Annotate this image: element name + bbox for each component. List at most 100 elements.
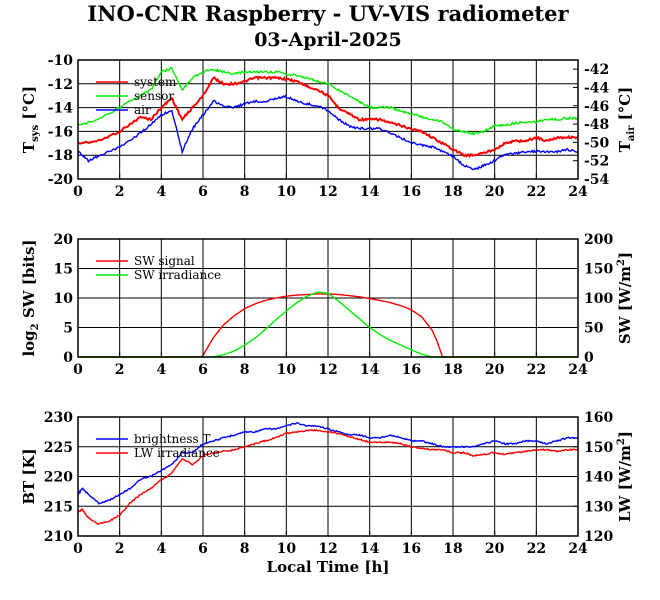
y-left-tick-label: 230: [44, 410, 73, 426]
y-left-tick-label: 215: [44, 499, 73, 515]
y-left-tick-label: 0: [63, 350, 73, 366]
x-tick-label: 10: [277, 184, 297, 200]
x-tick-label: 0: [73, 541, 83, 557]
y-right-tick-label: 130: [584, 499, 613, 515]
y-right-axis-label: Tair [°C]: [616, 87, 637, 153]
x-tick-label: 16: [402, 541, 421, 557]
x-tick-label: 2: [115, 362, 125, 378]
y-right-tick-label: -52: [584, 154, 609, 170]
x-tick-label: 8: [240, 541, 250, 557]
y-right-tick-label: 0: [584, 350, 594, 366]
y-right-axis-label: SW [W/m2]: [616, 252, 634, 344]
legend-label: SW signal: [134, 254, 195, 268]
y-left-tick-label: -10: [48, 53, 74, 69]
y-right-tick-label: 100: [584, 291, 613, 307]
y-left-axis-label: log2 SW [bits]: [20, 239, 41, 356]
x-tick-label: 14: [360, 184, 380, 200]
x-tick-label: 2: [115, 541, 125, 557]
x-tick-label: 14: [360, 541, 380, 557]
y-left-tick-label: -20: [48, 172, 74, 188]
legend-label: SW irradiance: [134, 268, 221, 282]
legend-label: system: [134, 75, 177, 89]
series-line-sw-irradiance: [78, 291, 578, 358]
figure-title: INO-CNR Raspberry - UV-VIS radiometer: [87, 1, 569, 26]
legend-label: air: [134, 103, 151, 117]
x-tick-label: 22: [527, 362, 546, 378]
x-tick-label: 6: [198, 362, 208, 378]
y-right-tick-label: 50: [584, 321, 604, 337]
x-tick-label: 18: [443, 541, 462, 557]
panel-shortwave: 0 2 4 6 8 10 12 14 16 18 20 22 242015105020015010050…: [20, 232, 634, 378]
x-tick-label: 6: [198, 184, 208, 200]
y-left-tick-label: 10: [54, 291, 74, 307]
series-line-sw-signal: [78, 293, 578, 358]
x-axis-label: Local Time [h]: [267, 558, 390, 576]
x-tick-label: 24: [568, 362, 588, 378]
x-tick-label: 10: [277, 362, 297, 378]
y-right-tick-label: -54: [584, 172, 610, 188]
y-left-tick-label: 20: [54, 232, 74, 248]
x-tick-label: 4: [156, 541, 166, 557]
x-tick-label: 20: [485, 362, 505, 378]
y-right-tick-label: -48: [584, 117, 609, 133]
panel-temperature: 0 2 4 6 8 10 12 14 16 18 20 22 24-10-12-14-16-18-20-…: [20, 53, 637, 200]
y-right-tick-label: 150: [584, 440, 613, 456]
y-right-tick-label: -44: [584, 80, 610, 96]
chart-panels: 0 2 4 6 8 10 12 14 16 18 20 22 24-10-12-14-16-18-20-…: [20, 53, 637, 576]
x-tick-label: 22: [527, 541, 546, 557]
y-left-tick-label: -16: [48, 124, 73, 140]
y-left-tick-label: -18: [48, 148, 73, 164]
y-right-tick-label: 200: [584, 232, 613, 248]
x-tick-label: 14: [360, 362, 380, 378]
y-right-tick-label: 140: [584, 470, 613, 486]
x-tick-label: 2: [115, 184, 125, 200]
y-right-tick-label: 150: [584, 262, 613, 278]
series-line-air: [77, 94, 579, 171]
y-right-tick-label: -42: [584, 62, 609, 78]
x-tick-label: 8: [240, 362, 250, 378]
series-line-sensor: [77, 66, 579, 136]
y-right-tick-label: -50: [584, 135, 610, 151]
x-tick-label: 4: [156, 362, 166, 378]
x-tick-label: 24: [568, 184, 588, 200]
series-line-system: [77, 75, 579, 159]
y-left-tick-label: 220: [44, 470, 73, 486]
x-tick-label: 8: [240, 184, 250, 200]
x-tick-label: 10: [277, 541, 297, 557]
series-line-brightness-t: [77, 421, 579, 505]
x-tick-label: 18: [443, 184, 462, 200]
x-tick-label: 20: [485, 184, 505, 200]
legend-label: sensor: [134, 89, 174, 103]
y-right-tick-label: 120: [584, 529, 613, 545]
y-left-tick-label: 210: [44, 529, 73, 545]
figure-subtitle: 03-April-2025: [254, 29, 402, 51]
y-left-tick-label: -12: [48, 77, 73, 93]
y-left-tick-label: -14: [48, 101, 74, 117]
y-left-tick-label: 225: [44, 440, 73, 456]
y-left-axis-label: Tsys [°C]: [20, 86, 41, 153]
x-tick-label: 24: [568, 541, 588, 557]
x-tick-label: 12: [318, 184, 337, 200]
panel-longwave: 0 2 4 6 8 10 12 14 16 18 20 22 242302252202152101601…: [20, 410, 634, 576]
x-tick-label: 18: [443, 362, 462, 378]
x-tick-label: 6: [198, 541, 208, 557]
x-tick-label: 22: [527, 184, 546, 200]
legend-label: brightness T: [134, 432, 210, 446]
y-right-tick-label: 160: [584, 410, 613, 426]
y-left-tick-label: 15: [54, 262, 73, 278]
y-right-tick-label: -46: [584, 99, 609, 115]
x-tick-label: 20: [485, 541, 505, 557]
x-tick-label: 0: [73, 362, 83, 378]
x-tick-label: 12: [318, 362, 337, 378]
x-tick-label: 16: [402, 184, 421, 200]
x-tick-label: 4: [156, 184, 166, 200]
y-right-axis-label: LW [W/m2]: [616, 431, 634, 522]
legend-label: LW irradiance: [134, 446, 220, 460]
y-left-tick-label: 5: [63, 321, 73, 337]
x-tick-label: 12: [318, 541, 337, 557]
series-line-lw-irradiance: [77, 428, 579, 525]
x-tick-label: 16: [402, 362, 421, 378]
x-tick-label: 0: [73, 184, 83, 200]
